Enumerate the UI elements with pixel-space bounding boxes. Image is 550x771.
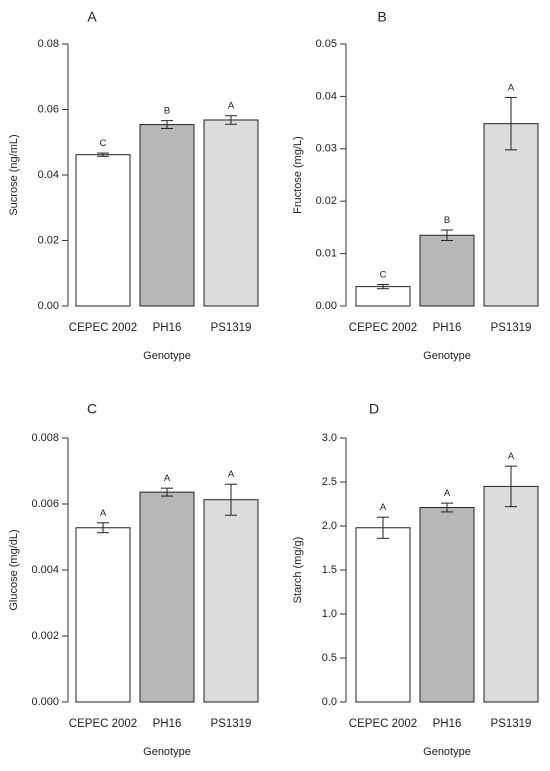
x-tick-label: PS1319	[211, 322, 252, 334]
y-tick-label: 0.04	[38, 169, 59, 181]
x-tick-label: PH16	[433, 718, 462, 730]
significance-label: B	[164, 106, 170, 117]
x-axis-title: Genotype	[423, 350, 471, 362]
y-tick-label: 0.08	[38, 38, 59, 50]
y-tick-label: 0.00	[38, 300, 59, 312]
significance-label: A	[380, 502, 387, 513]
significance-label: C	[100, 138, 107, 149]
x-tick-label: PH16	[153, 718, 182, 730]
significance-label: A	[100, 508, 107, 519]
bar-3	[203, 499, 259, 703]
y-tick-label: 3.0	[322, 432, 337, 444]
y-tick-label: 0.004	[31, 564, 59, 576]
x-axis-title: Genotype	[423, 746, 471, 758]
significance-label: A	[228, 101, 235, 112]
bar-1	[75, 154, 131, 307]
bar-2	[139, 491, 195, 703]
significance-label: C	[380, 270, 387, 281]
y-axis-title: Fructose (mg/L)	[292, 136, 304, 214]
x-axis-title: Genotype	[143, 350, 191, 362]
y-tick-label: 0.5	[322, 652, 337, 664]
y-tick-label: 2.0	[322, 520, 337, 532]
x-tick-label: CEPEC 2002	[69, 322, 137, 334]
significance-label: A	[164, 473, 171, 484]
y-tick-label: 0.01	[316, 248, 337, 260]
y-tick-label: 0.02	[316, 195, 337, 207]
bar-3	[483, 123, 539, 307]
significance-label: A	[228, 469, 235, 480]
x-tick-label: PH16	[153, 322, 182, 334]
bar-2	[419, 507, 475, 703]
y-tick-label: 0.008	[31, 432, 59, 444]
bar-1	[355, 527, 411, 703]
x-tick-label: PS1319	[211, 718, 252, 730]
chart-panel-d: D 0.0 0.5 1.0 1.5 2.0 2.5 3.0 Starch (mg/g) A CEPE…	[292, 401, 539, 758]
chart-panel-a: A 0.00 0.02 0.04 0.06 0.08 Sucrose (ng/mL) C CEP…	[8, 9, 259, 362]
panel-label: D	[369, 401, 379, 417]
y-tick-label: 0.03	[316, 143, 337, 155]
x-tick-label: PS1319	[491, 718, 532, 730]
y-tick-label: 0.04	[316, 90, 337, 102]
y-tick-label: 0.00	[316, 300, 337, 312]
y-tick-label: 0.006	[31, 498, 59, 510]
x-tick-label: PS1319	[491, 322, 532, 334]
y-tick-label: 1.5	[322, 564, 337, 576]
x-axis-title: Genotype	[143, 746, 191, 758]
bar-3	[483, 485, 539, 703]
y-axis-title: Starch (mg/g)	[292, 537, 304, 604]
y-tick-label: 0.000	[31, 696, 59, 708]
y-tick-label: 0.06	[38, 103, 59, 115]
y-tick-label: 1.0	[322, 608, 337, 620]
chart-panel-b: B 0.00 0.01 0.02 0.03 0.04 0.05 Fructose (mg/L)…	[292, 9, 539, 362]
y-axis-title: Glucose (mg/dL)	[8, 529, 20, 610]
significance-label: B	[444, 215, 450, 226]
x-tick-label: CEPEC 2002	[349, 322, 417, 334]
bar-3	[203, 119, 259, 307]
significance-label: A	[508, 451, 515, 462]
panel-label: B	[377, 9, 386, 25]
y-tick-label: 0.0	[322, 696, 337, 708]
y-tick-label: 0.05	[316, 38, 337, 50]
y-tick-label: 0.02	[38, 234, 59, 246]
bar-2	[419, 234, 475, 307]
y-tick-label: 2.5	[322, 476, 337, 488]
x-tick-label: PH16	[433, 322, 462, 334]
y-tick-label: 0.002	[31, 630, 59, 642]
y-axis-title: Sucrose (ng/mL)	[8, 134, 20, 215]
bar-2	[139, 124, 195, 307]
bar-1	[75, 527, 131, 703]
panel-label: A	[87, 9, 97, 25]
significance-label: A	[508, 82, 515, 93]
bar-1	[355, 286, 411, 307]
chart-panel-c: C 0.000 0.002 0.004 0.006 0.008 Glucose (mg/dL…	[8, 401, 259, 758]
panel-label: C	[87, 401, 97, 417]
significance-label: A	[444, 488, 451, 499]
x-tick-label: CEPEC 2002	[69, 718, 137, 730]
x-tick-label: CEPEC 2002	[349, 718, 417, 730]
